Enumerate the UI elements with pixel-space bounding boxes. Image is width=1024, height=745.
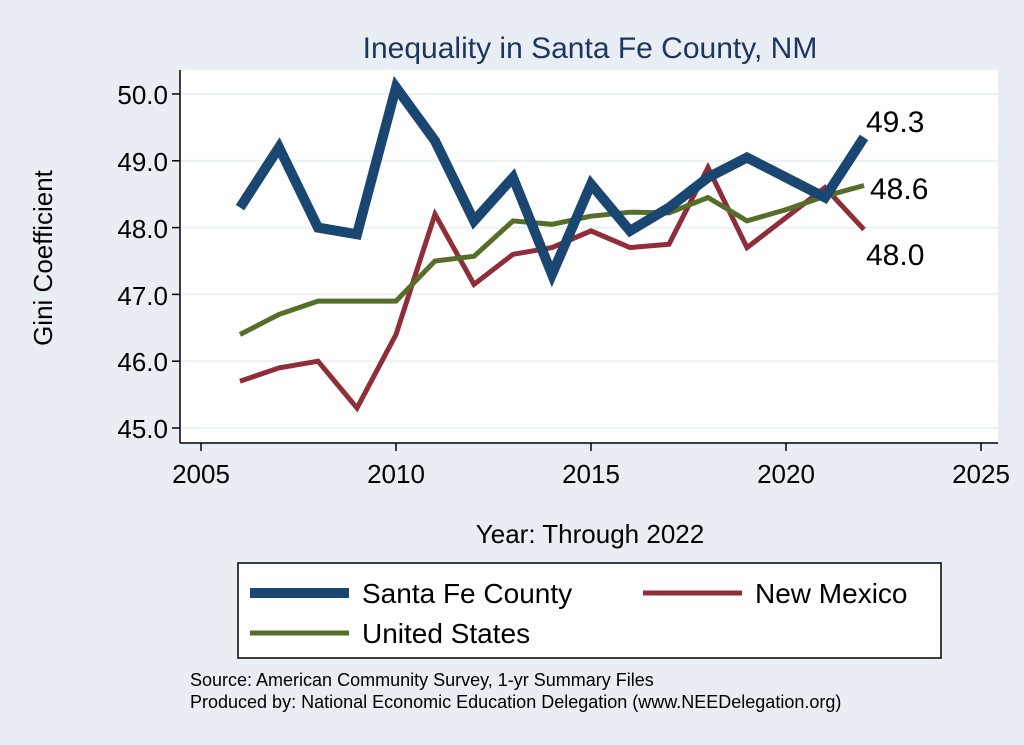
chart-title: Inequality in Santa Fe County, NM: [363, 32, 818, 65]
y-tick-label: 48.0: [117, 214, 168, 244]
x-axis: 2005 2010 2015 2020 2025: [172, 442, 1010, 489]
y-tick-label: 47.0: [117, 281, 168, 311]
x-tick-label: 2005: [172, 459, 230, 489]
legend-label-santa-fe: Santa Fe County: [362, 578, 572, 609]
end-label-united-states: 48.6: [870, 173, 928, 206]
plot-area: 45.0 46.0 47.0 48.0 49.0 50.0 2005 2010 …: [117, 70, 1010, 489]
end-label-santa-fe: 49.3: [866, 106, 924, 139]
x-tick-label: 2025: [952, 459, 1010, 489]
legend-label-new-mexico: New Mexico: [755, 578, 907, 609]
y-tick-label: 46.0: [117, 347, 168, 377]
y-axis-title: Gini Coefficient: [28, 169, 58, 346]
x-tick-label: 2020: [757, 459, 815, 489]
x-axis-title: Year: Through 2022: [476, 519, 704, 549]
series-layer: [235, 75, 869, 413]
y-tick-label: 50.0: [117, 80, 168, 110]
legend: Santa Fe County New Mexico United States: [237, 562, 942, 659]
produced-by-note: Produced by: National Economic Education…: [190, 692, 841, 712]
end-label-new-mexico: 48.0: [866, 239, 924, 272]
x-tick-label: 2010: [367, 459, 425, 489]
x-tick-label: 2015: [562, 459, 620, 489]
plot-background: [180, 70, 998, 443]
source-note: Source: American Community Survey, 1-yr …: [190, 670, 654, 690]
legend-label-united-states: United States: [362, 618, 530, 649]
y-tick-label: 49.0: [117, 147, 168, 177]
tick-marks: [172, 93, 982, 451]
y-tick-label: 45.0: [117, 414, 168, 444]
y-axis: 45.0 46.0 47.0 48.0 49.0 50.0: [117, 70, 181, 444]
legend-box: [237, 562, 942, 659]
